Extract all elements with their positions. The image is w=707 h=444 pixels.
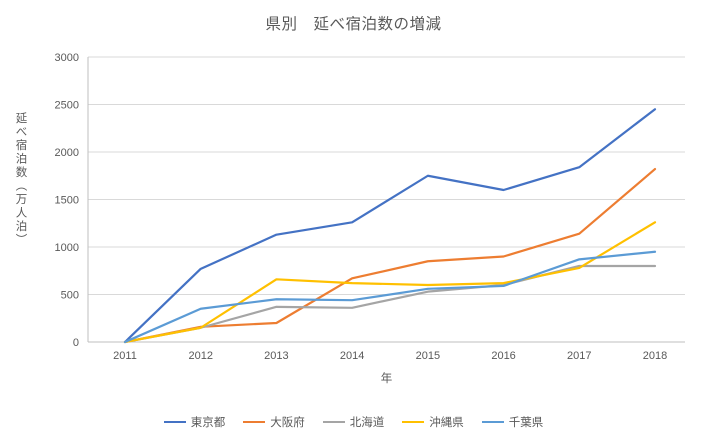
legend-item[interactable]: 大阪府 bbox=[243, 414, 305, 430]
legend-label: 大阪府 bbox=[270, 417, 305, 429]
x-tick-label: 2013 bbox=[264, 350, 288, 362]
x-tick-label: 2011 bbox=[113, 350, 137, 362]
x-axis-title: 年 bbox=[380, 373, 393, 385]
legend-label: 東京都 bbox=[190, 417, 226, 429]
chart-title: 県別 延べ宿泊数の増減 bbox=[265, 16, 442, 33]
x-tick-label: 2015 bbox=[416, 350, 440, 362]
legend-swatch bbox=[322, 420, 345, 424]
legend-swatch bbox=[402, 420, 425, 424]
series-line bbox=[123, 168, 657, 344]
y-tick-label: 2000 bbox=[55, 147, 79, 159]
y-axis-title: 延べ宿泊数（万人泊） bbox=[14, 112, 27, 247]
series-line bbox=[123, 250, 657, 344]
legend-swatch bbox=[163, 420, 186, 424]
series-line bbox=[123, 221, 657, 344]
y-tick-label: 1500 bbox=[55, 195, 79, 207]
legend-swatch bbox=[481, 420, 504, 424]
legend-item[interactable]: 東京都 bbox=[163, 414, 226, 430]
series-line bbox=[123, 264, 657, 344]
y-tick-label: 0 bbox=[73, 337, 79, 349]
legend-item[interactable]: 沖縄県 bbox=[402, 414, 464, 430]
legend-item[interactable]: 千葉県 bbox=[481, 414, 544, 430]
x-tick-label: 2017 bbox=[567, 350, 591, 362]
legend-label: 千葉県 bbox=[508, 417, 544, 429]
y-tick-label: 2500 bbox=[55, 100, 79, 112]
y-tick-label: 500 bbox=[61, 290, 79, 302]
series-line bbox=[123, 108, 657, 344]
y-tick-label: 3000 bbox=[55, 52, 79, 64]
x-tick-label: 2014 bbox=[340, 350, 364, 362]
legend-label: 北海道 bbox=[349, 417, 385, 429]
x-tick-label: 2018 bbox=[643, 350, 667, 362]
legend-label: 沖縄県 bbox=[429, 417, 464, 429]
legend-swatch bbox=[243, 420, 266, 424]
chart-legend: 東京都 大阪府 北海道 沖縄県 千葉県 bbox=[0, 414, 707, 430]
x-tick-label: 2012 bbox=[188, 350, 212, 362]
x-tick-label: 2016 bbox=[491, 350, 515, 362]
y-tick-label: 1000 bbox=[55, 242, 79, 254]
legend-item[interactable]: 北海道 bbox=[322, 414, 385, 430]
